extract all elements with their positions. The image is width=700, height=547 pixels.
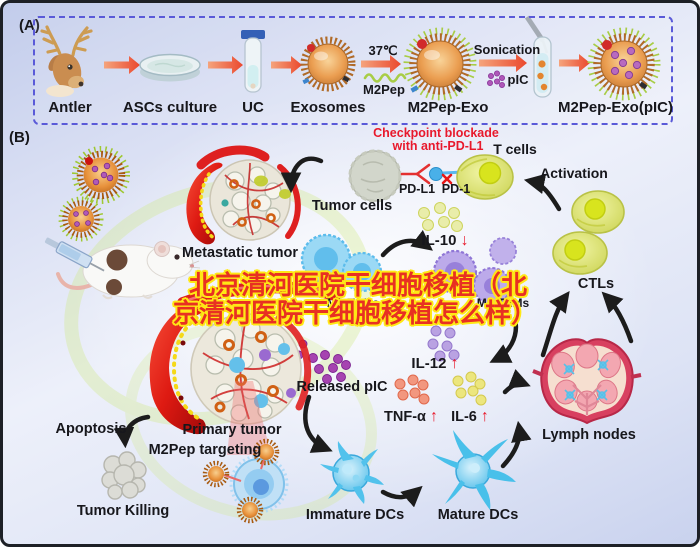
il12-trend-arrow: ↑ (450, 355, 459, 372)
petri-dish-icon (139, 53, 201, 82)
label-il-12: IL-12 ↑ (399, 355, 471, 372)
sonication-tube-icon (524, 15, 552, 98)
exosome-icon (300, 36, 356, 92)
m2-tam-cell (300, 233, 383, 293)
watermark-line2: 京清河医院干细胞移植怎么样） (173, 298, 538, 328)
label-primary-tumor: Primary tumor (182, 422, 282, 438)
m2pep-targeting-illustration (202, 438, 289, 524)
label-metastatic-tumor: Metastatic tumor (181, 245, 299, 261)
label-mature-dcs: Mature DCs (437, 507, 519, 523)
il10-trend-arrow: ↓ (460, 232, 469, 249)
exosome-particle (72, 146, 130, 204)
il12-text: IL-12 (411, 355, 447, 372)
panel-b-tag: (B) (9, 129, 30, 146)
panel-a-box (33, 16, 673, 125)
label-lymph-nodes: Lymph nodes (542, 427, 636, 443)
t-cell-illustration (456, 154, 514, 200)
flow-arrow (479, 54, 527, 72)
tumor-cell-illustration (348, 149, 402, 203)
label-m1-tams: M1-TAMs (476, 296, 530, 310)
label-m2pep-exo-pic: M2Pep-Exo(pIC) (557, 99, 673, 116)
label-tumor-killing: Tumor Killing (76, 503, 170, 519)
label-pd-1: PD-1 (441, 182, 471, 196)
label-immature-dcs: Immature DCs (305, 507, 405, 523)
label-temp: 37℃ (368, 43, 398, 58)
tnf-cytokine-dots (394, 374, 430, 405)
label-pd-l1: PD-L1 (398, 182, 436, 196)
flow-arrow (208, 56, 243, 74)
antler-icon (40, 25, 93, 97)
flow-arrow (271, 56, 302, 74)
label-activation: Activation (540, 165, 608, 181)
m2pep-exo-icon (403, 27, 477, 101)
label-m2-tams: M2-TAMs (326, 296, 380, 310)
flow-arrow (104, 56, 140, 74)
m1-tam-cell (432, 237, 517, 305)
label-checkpoint-line2: with anti-PD-L1 (392, 139, 484, 153)
il12-cytokine-dots (427, 325, 460, 362)
label-pic: pIC (507, 72, 529, 87)
label-apoptosis: Apoptosis (55, 421, 127, 437)
label-checkpoint-line1: Checkpoint blockade (373, 126, 499, 140)
targeting-beam (227, 381, 271, 455)
label-ctls: CTLs (577, 276, 615, 292)
primary-tumor-illustration (149, 281, 341, 435)
label-antler: Antler (48, 99, 92, 116)
il6-cytokine-dots (452, 371, 487, 406)
anti-pd-l1-antibody-icon (400, 163, 431, 185)
label-il-6: IL-6 ↑ (439, 408, 501, 426)
label-tumor-cells: Tumor cells (311, 198, 393, 214)
il10-text: IL-10 (421, 232, 457, 249)
label-released-pic: Released pIC (296, 379, 388, 395)
lymph-node-illustration (532, 338, 642, 425)
label-uc: UC (242, 99, 264, 116)
il10-cytokine-dots (418, 202, 463, 232)
label-exosomes: Exosomes (290, 99, 366, 116)
exosome-particle (58, 196, 104, 242)
tnf-text: TNF-α (384, 409, 426, 425)
flow-arrow (559, 54, 590, 72)
immature-dc-illustration (320, 441, 384, 504)
m2pep-peptide-icon (363, 73, 407, 83)
apoptotic-cell-illustration (101, 451, 147, 500)
label-t-cells: T cells (493, 141, 537, 157)
label-m2pep: M2Pep (363, 82, 405, 97)
ctl-cell (571, 190, 625, 234)
label-m2pep-targeting: M2Pep targeting (148, 442, 262, 458)
il6-trend-arrow: ↑ (480, 408, 489, 425)
figure-artwork (40, 15, 661, 524)
label-m2pep-exo: M2Pep-Exo (407, 99, 489, 116)
flow-curved-arrows (113, 156, 634, 508)
label-il-10: IL-10 ↓ (409, 232, 481, 249)
mature-dc-illustration (432, 430, 516, 510)
mouse-illustration (56, 241, 201, 300)
pd-l1-molecule-icon (429, 167, 443, 181)
syringe-icon (44, 237, 105, 272)
tnf-trend-arrow: ↑ (429, 408, 438, 425)
label-tnf-a: TNF-α ↑ (369, 408, 453, 426)
uc-tube-icon (241, 30, 265, 93)
ctl-cell (552, 231, 608, 275)
il6-text: IL-6 (451, 409, 477, 425)
flow-arrow (361, 55, 401, 73)
label-sonication: Sonication (473, 42, 541, 57)
watermark-line1: 北京清河医院干细胞移植（北 (189, 270, 528, 300)
blocked-cross-icon (441, 173, 453, 185)
m2pep-exo-pic-icon (587, 27, 661, 101)
metastatic-tumor-illustration (186, 145, 301, 245)
pic-dots-icon (486, 70, 505, 89)
label-ascs-culture: ASCs culture (122, 99, 218, 116)
